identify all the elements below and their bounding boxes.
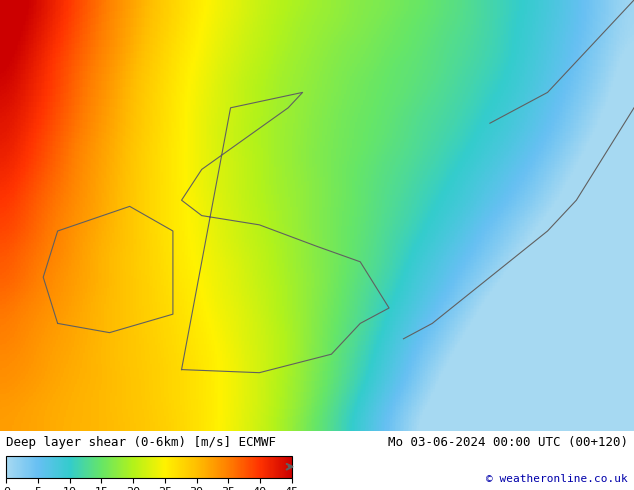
Text: © weatheronline.co.uk: © weatheronline.co.uk [486, 474, 628, 484]
Text: Mo 03-06-2024 00:00 UTC (00+120): Mo 03-06-2024 00:00 UTC (00+120) [387, 436, 628, 449]
Text: Deep layer shear (0-6km) [m/s] ECMWF: Deep layer shear (0-6km) [m/s] ECMWF [6, 436, 276, 449]
